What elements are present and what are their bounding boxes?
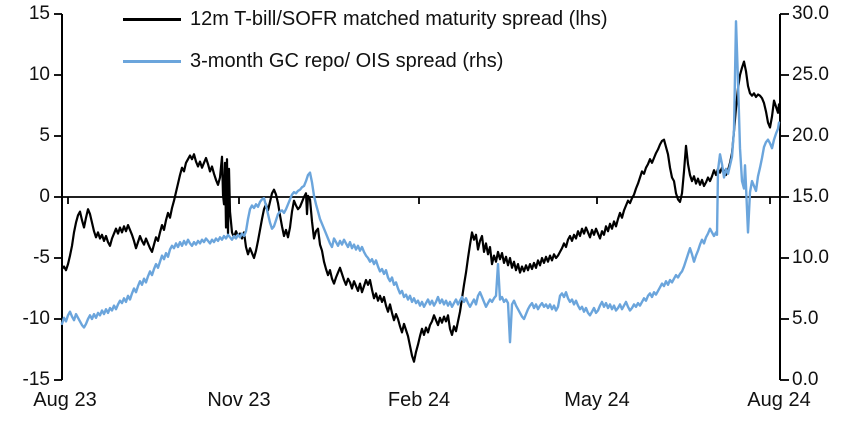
axis-tick-label: 15.0 xyxy=(792,186,829,207)
axis-tick-label: -5 xyxy=(33,247,50,268)
axis-tick-label: May 24 xyxy=(564,389,630,411)
axes xyxy=(54,13,789,381)
series-line-tbill-sofr xyxy=(60,60,781,363)
axis-tick-label: 20.0 xyxy=(792,125,829,146)
axis-tick-label: 10 xyxy=(28,64,50,85)
axis-tick-label: Aug 24 xyxy=(747,389,811,411)
axis-tick-label: -15 xyxy=(22,369,50,390)
axis-tick-label: 10.0 xyxy=(792,247,829,268)
axis-tick-label: Nov 23 xyxy=(207,389,271,411)
legend-item-gc-repo-ois: 3-month GC repo/ OIS spread (rhs) xyxy=(123,50,503,72)
legend-swatch-blue-line xyxy=(123,59,181,63)
axis-tick-label: 15 xyxy=(28,3,50,24)
legend-item-tbill-sofr: 12m T-bill/SOFR matched maturity spread … xyxy=(123,8,608,30)
axis-tick-label: 5.0 xyxy=(792,308,819,329)
axis-tick-label: Feb 24 xyxy=(387,389,451,411)
axis-tick-label: -10 xyxy=(22,308,50,329)
legend-label-gc-repo-ois: 3-month GC repo/ OIS spread (rhs) xyxy=(190,50,504,72)
series-lines xyxy=(60,20,781,363)
axis-tick-label: 30.0 xyxy=(792,3,829,24)
legend-label-tbill-sofr: 12m T-bill/SOFR matched maturity spread … xyxy=(190,8,608,30)
axis-tick-label: 0.0 xyxy=(792,369,819,390)
axis-tick-label: Aug 23 xyxy=(33,389,97,411)
axis-tick-label: 0 xyxy=(39,186,50,207)
series-line-gc-repo-ois xyxy=(60,20,781,344)
legend-swatch-black-line xyxy=(123,17,181,21)
axis-tick-label: 25.0 xyxy=(792,64,829,85)
axis-tick-label: 5 xyxy=(39,125,50,146)
